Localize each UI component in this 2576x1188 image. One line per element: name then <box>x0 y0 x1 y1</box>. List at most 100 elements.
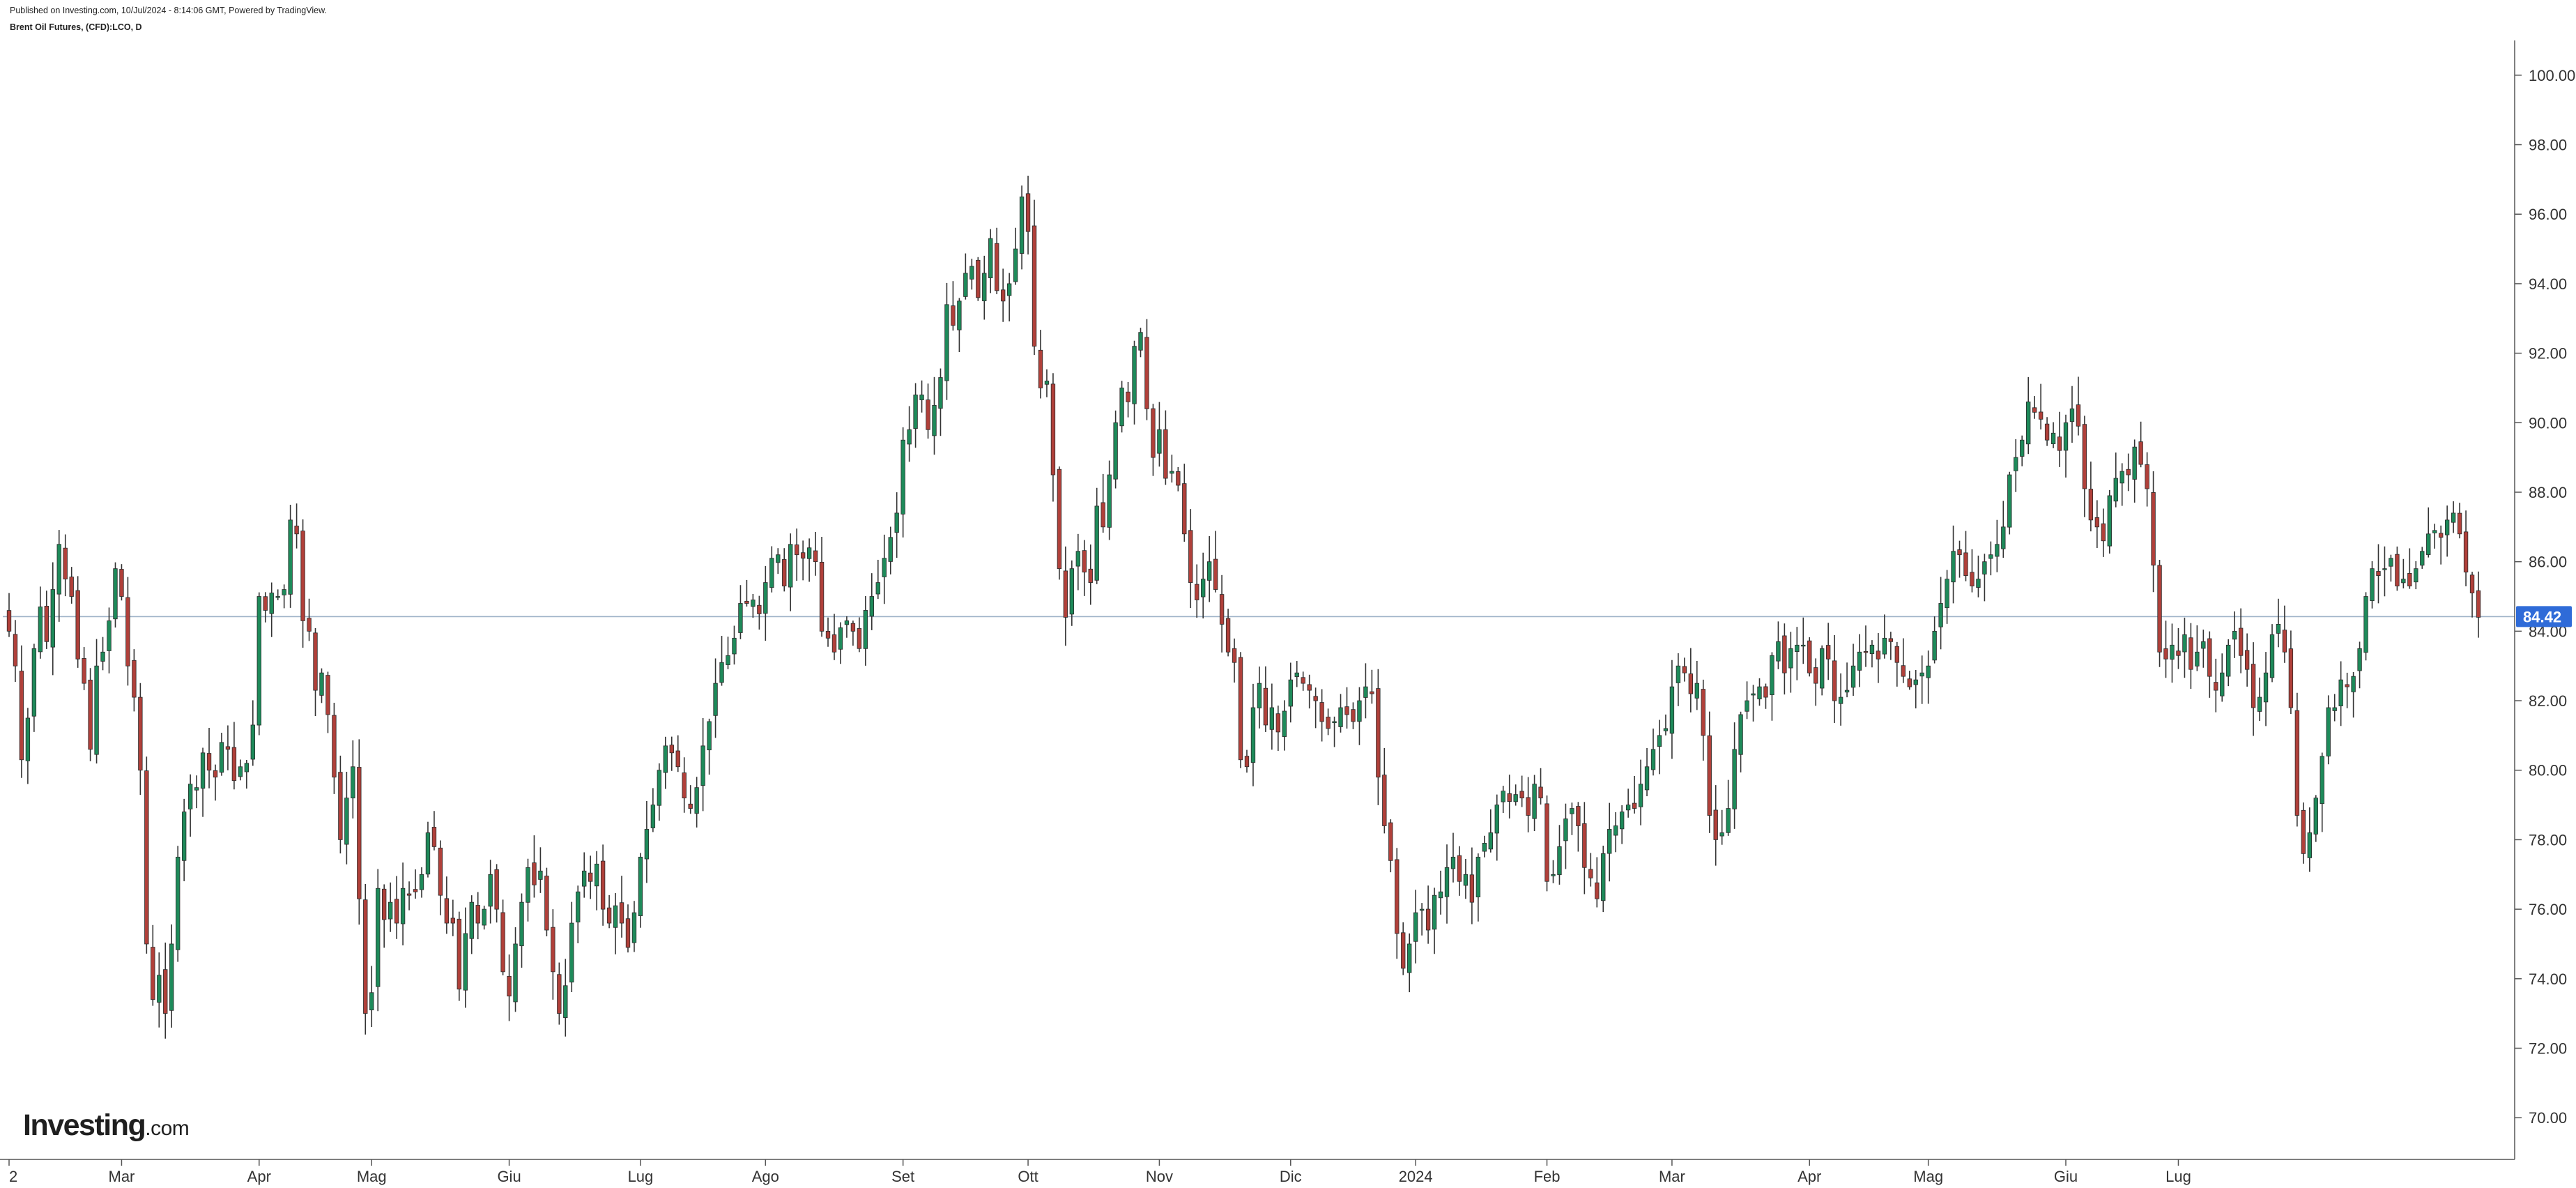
candle <box>2414 561 2418 590</box>
candle <box>2282 605 2287 663</box>
candle <box>2363 592 2368 661</box>
candle <box>194 775 199 809</box>
candle <box>438 840 443 915</box>
x-tick-label: Nov <box>1146 1168 1173 1185</box>
candle <box>2113 452 2118 508</box>
candle <box>919 380 924 413</box>
candle <box>1257 667 1262 729</box>
candle <box>1444 844 1450 924</box>
candle <box>1025 176 1031 254</box>
candle <box>1144 319 1149 420</box>
candle <box>1945 570 1949 624</box>
candle <box>2101 508 2106 557</box>
candle <box>2020 435 2025 466</box>
candle <box>1338 694 1343 733</box>
candle <box>2044 417 2050 446</box>
published-note: Published on Investing.com, 10/Jul/2024 … <box>10 6 327 15</box>
candle <box>2357 641 2362 689</box>
candle <box>2182 617 2187 678</box>
candle <box>2176 627 2181 669</box>
candle <box>638 853 643 928</box>
candle <box>2269 624 2275 683</box>
candle <box>56 530 61 622</box>
candle <box>1607 802 1612 882</box>
candle <box>1382 747 1387 834</box>
candle <box>794 528 799 581</box>
candle <box>269 582 274 637</box>
candle <box>2207 631 2212 698</box>
candle <box>894 492 899 558</box>
candle <box>2444 505 2450 557</box>
candle <box>2407 548 2412 589</box>
candle <box>1957 540 1962 578</box>
candle <box>444 876 450 934</box>
candle <box>2132 439 2137 503</box>
candle <box>2076 376 2081 436</box>
candle <box>1288 662 1293 723</box>
y-tick-label: 86.00 <box>2529 554 2567 571</box>
candle <box>1538 768 1543 805</box>
candle <box>2351 671 2356 718</box>
candle <box>1676 653 1681 706</box>
candle <box>482 906 486 930</box>
candle <box>2038 383 2044 429</box>
candle <box>325 671 330 733</box>
candle <box>1707 711 1712 833</box>
candle <box>38 586 43 659</box>
candle <box>1307 674 1312 709</box>
y-tick-label: 76.00 <box>2529 901 2567 918</box>
candle <box>307 598 312 641</box>
candle <box>1932 616 1937 664</box>
candle <box>932 376 937 455</box>
candle <box>1907 671 1912 690</box>
y-tick-label: 78.00 <box>2529 831 2567 848</box>
candle <box>1738 711 1743 772</box>
candle <box>213 764 218 801</box>
candle <box>1776 621 1781 669</box>
candle <box>1176 466 1181 492</box>
candle <box>1544 795 1549 892</box>
candle <box>1038 330 1043 399</box>
last-price-badge <box>2516 606 2572 627</box>
candle <box>1770 652 1774 721</box>
candle <box>1632 775 1637 814</box>
candle <box>1726 779 1731 836</box>
candle <box>413 869 418 899</box>
candle <box>1701 679 1705 761</box>
candle <box>1088 544 1093 605</box>
candle <box>488 860 493 924</box>
candle <box>1551 860 1556 883</box>
candle <box>1751 685 1756 722</box>
candle <box>2151 471 2156 593</box>
candle <box>538 847 543 893</box>
candle <box>951 281 956 331</box>
candle <box>869 573 874 630</box>
candle <box>219 732 224 776</box>
candle <box>1075 533 1080 591</box>
candle <box>631 901 637 952</box>
candle <box>1501 786 1505 813</box>
candle <box>563 959 568 1037</box>
candle <box>1882 614 1887 659</box>
candle <box>2276 598 2281 648</box>
candle <box>1763 683 1768 709</box>
candle <box>2001 501 2006 558</box>
candle <box>475 892 480 940</box>
candle <box>1601 846 1606 913</box>
candle <box>669 736 674 771</box>
candle <box>1213 531 1218 593</box>
candle <box>400 862 406 946</box>
candle <box>682 757 687 813</box>
candle <box>1232 638 1237 683</box>
candle <box>1970 549 1975 593</box>
candle <box>294 503 299 549</box>
candle <box>744 579 749 607</box>
candle <box>2026 376 2031 455</box>
candle <box>1475 853 1481 922</box>
candle <box>2395 546 2400 591</box>
candle <box>1301 671 1305 691</box>
candle <box>2251 642 2256 736</box>
candle <box>2338 661 2343 726</box>
candle <box>2332 694 2337 722</box>
